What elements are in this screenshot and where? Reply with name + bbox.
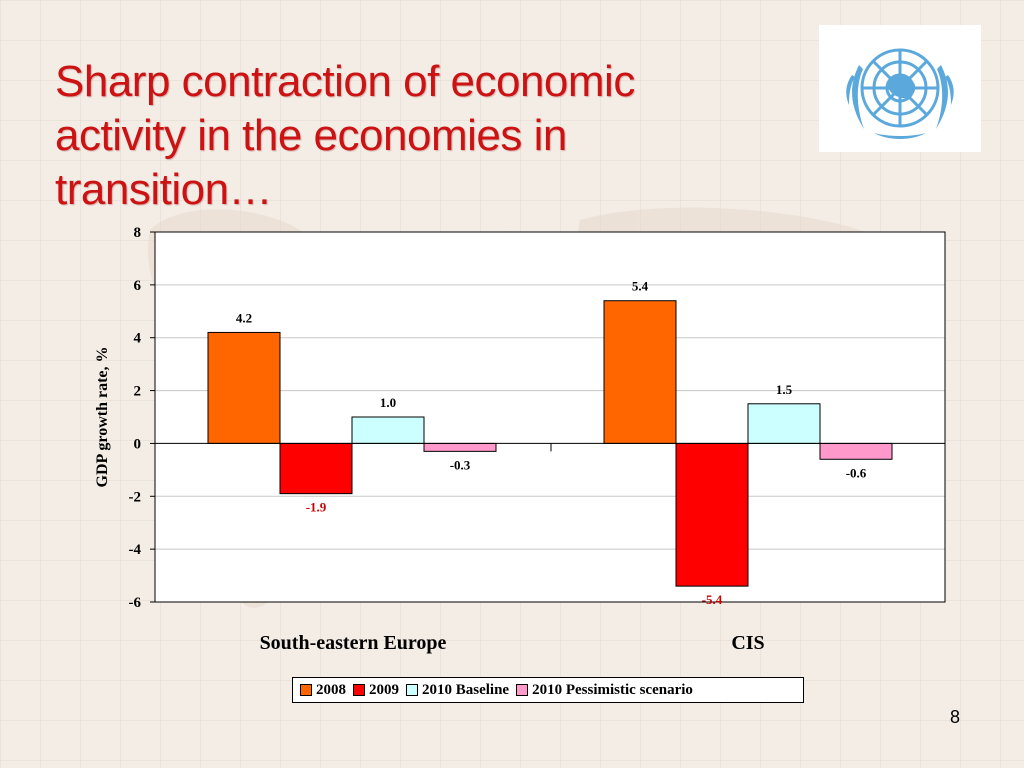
legend-swatch-2010-baseline <box>406 684 418 696</box>
bar-2009-cis <box>675 442 749 587</box>
bar-2008-see <box>207 331 281 444</box>
data-label: -5.4 <box>702 592 723 607</box>
y-tick-label: -4 <box>129 542 142 558</box>
y-tick-label: 8 <box>134 225 142 241</box>
data-labels: 4.2 -1.9 1.0 -0.3 5.4 -5.4 1.5 -0.6 <box>236 279 867 607</box>
y-tick-label: 6 <box>134 278 142 294</box>
category-label: CIS <box>731 632 764 654</box>
legend-swatch-2009 <box>353 684 365 696</box>
legend-label-2008: 2008 <box>316 681 346 698</box>
data-label: 1.5 <box>776 382 793 397</box>
data-label: 1.0 <box>380 395 396 410</box>
un-logo <box>819 25 981 152</box>
data-label: -1.9 <box>306 500 327 515</box>
legend-swatch-2010-pessimistic <box>516 684 529 696</box>
data-label: -0.6 <box>846 465 867 480</box>
y-axis-ticks: 8 6 4 2 0 -2 -4 -6 <box>129 225 155 611</box>
legend-label-2009: 2009 <box>369 681 399 698</box>
legend-label-2010-pessimistic: 2010 Pessimistic scenario <box>532 681 693 698</box>
data-label: 5.4 <box>632 279 649 294</box>
bar-2010-baseline-see <box>351 416 425 444</box>
chart-legend: 2008 2009 2010 Baseline 2010 Pessimistic… <box>292 677 804 703</box>
bar-2010-baseline-cis <box>747 403 821 444</box>
data-label: -0.3 <box>450 457 471 472</box>
legend-label-2010-baseline: 2010 Baseline <box>422 681 510 698</box>
data-label: 4.2 <box>236 310 252 325</box>
y-axis-label: GDP growth rate, % <box>94 346 111 487</box>
bar-2009-see <box>279 442 353 495</box>
y-tick-label: -2 <box>129 489 142 505</box>
bar-2008-cis <box>603 300 677 444</box>
y-tick-label: 4 <box>134 331 142 347</box>
legend-item-2009: 2009 <box>353 682 399 699</box>
bars <box>207 300 893 587</box>
title-line-1: Sharp contraction of economic <box>55 57 635 106</box>
gridlines <box>155 284 945 550</box>
zero-line-group <box>155 442 945 452</box>
legend-item-2008: 2008 <box>300 682 346 699</box>
y-tick-label: 0 <box>134 436 142 452</box>
bar-2010-pessimistic-scenario-see <box>423 442 497 452</box>
un-emblem-icon <box>846 48 954 139</box>
title-line-2: activity in the economies in <box>55 111 567 160</box>
slide-title: Sharp contraction of economic activity i… <box>55 55 775 217</box>
plot-border <box>154 231 946 603</box>
y-tick-label: -6 <box>129 595 142 611</box>
bar-2010-pessimistic-scenario-cis <box>819 442 893 460</box>
y-tick-label: 2 <box>134 384 142 400</box>
category-label: South-eastern Europe <box>260 632 447 654</box>
legend-item-2010-pessimistic: 2010 Pessimistic scenario <box>516 682 693 699</box>
category-labels: South-eastern Europe CIS <box>260 632 765 654</box>
title-line-3: transition… <box>55 165 273 214</box>
page-number: 8 <box>950 707 961 727</box>
legend-item-2010-baseline: 2010 Baseline <box>406 682 509 699</box>
legend-swatch-2008 <box>300 684 312 696</box>
